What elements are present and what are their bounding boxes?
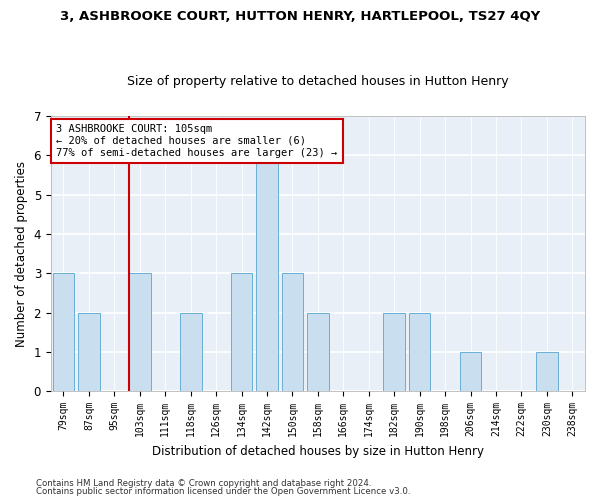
Bar	[536, 352, 557, 391]
Bar	[231, 274, 253, 391]
Bar	[180, 312, 202, 391]
Bar	[78, 312, 100, 391]
Text: 3 ASHBROOKE COURT: 105sqm
← 20% of detached houses are smaller (6)
77% of semi-d: 3 ASHBROOKE COURT: 105sqm ← 20% of detac…	[56, 124, 337, 158]
X-axis label: Distribution of detached houses by size in Hutton Henry: Distribution of detached houses by size …	[152, 444, 484, 458]
Bar	[307, 312, 329, 391]
Bar	[53, 274, 74, 391]
Bar	[281, 274, 303, 391]
Bar	[460, 352, 481, 391]
Y-axis label: Number of detached properties: Number of detached properties	[15, 160, 28, 346]
Bar	[256, 156, 278, 391]
Text: Contains HM Land Registry data © Crown copyright and database right 2024.: Contains HM Land Registry data © Crown c…	[36, 478, 371, 488]
Bar	[383, 312, 405, 391]
Text: Contains public sector information licensed under the Open Government Licence v3: Contains public sector information licen…	[36, 487, 410, 496]
Bar	[409, 312, 430, 391]
Title: Size of property relative to detached houses in Hutton Henry: Size of property relative to detached ho…	[127, 76, 509, 88]
Bar	[129, 274, 151, 391]
Text: 3, ASHBROOKE COURT, HUTTON HENRY, HARTLEPOOL, TS27 4QY: 3, ASHBROOKE COURT, HUTTON HENRY, HARTLE…	[60, 10, 540, 23]
